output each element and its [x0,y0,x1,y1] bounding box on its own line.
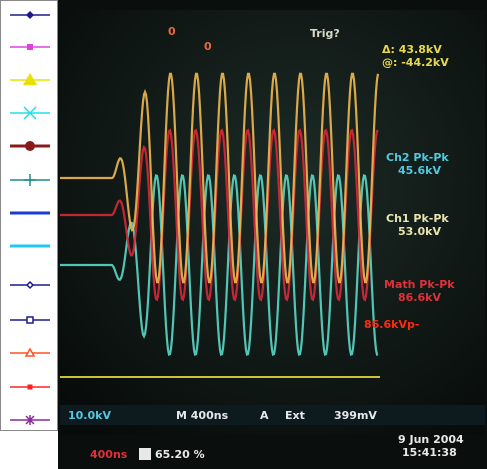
scale: 10.0kV [68,409,111,422]
trigger-label: Trig? [310,27,340,40]
cursor-delta: Δ: 43.8kV [382,43,442,56]
legend-marker [27,317,33,323]
screenshot: 0 0 Trig? Δ: 43.8kV @: -44.2kV Ch2 Pk-Pk… [0,0,487,469]
legend-marker [28,385,33,390]
cursor-at: @: -44.2kV [382,56,449,69]
timebase: M 400ns [176,409,229,422]
trigger-mode: Ext [285,409,305,422]
trigger-level: 399mV [334,409,377,422]
legend-box [1,1,58,431]
annotation: 86.6kVp- [364,318,419,331]
marker: 0 [204,40,212,53]
marker: 0 [168,25,176,38]
status-bar [60,405,485,425]
measure-value: 45.6kV [398,164,441,177]
legend-marker [27,44,33,50]
measure-value: 86.6kV [398,291,441,304]
measure-label: Ch2 Pk-Pk [386,151,449,164]
measure-label: Ch1 Pk-Pk [386,212,449,225]
position-icon [139,448,151,460]
measure-value: 53.0kV [398,225,441,238]
measure-label: Math Pk-Pk [384,278,455,291]
date: 9 Jun 2004 [398,433,464,446]
math-timebase: 400ns [90,448,128,461]
position: 65.20 % [155,448,205,461]
legend-marker [25,141,35,151]
trigger-source: A [260,409,269,422]
time: 15:41:38 [402,446,457,459]
